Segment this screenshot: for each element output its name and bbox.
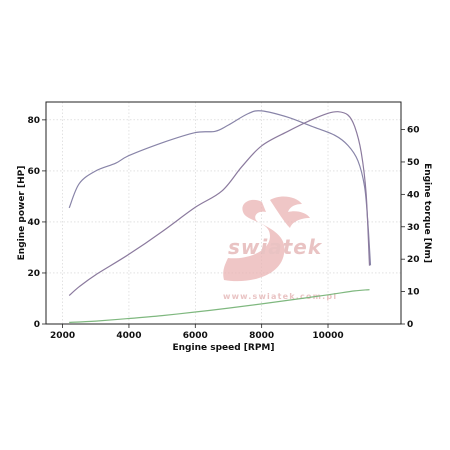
y-left-tick-label: 60 bbox=[27, 167, 40, 177]
x-tick-label: 6000 bbox=[183, 331, 208, 341]
y-left-tick-label: 0 bbox=[34, 320, 40, 330]
y-axis-left-label: Engine power [HP] bbox=[17, 166, 27, 261]
x-tick-label: 4000 bbox=[116, 331, 141, 341]
y-right-tick-label: 10 bbox=[407, 288, 420, 298]
watermark-brand: swiatek bbox=[228, 235, 323, 259]
watermark-url: www.swiatek.com.pl bbox=[223, 292, 337, 301]
series-line-2 bbox=[68, 111, 371, 296]
series-line-1 bbox=[68, 110, 372, 266]
y-right-tick-label: 30 bbox=[407, 223, 420, 233]
watermark-logo: swiatek www.swiatek.com.pl bbox=[223, 196, 337, 301]
x-tick-label: 2000 bbox=[50, 331, 75, 341]
y-right-tick-label: 20 bbox=[407, 255, 420, 265]
x-tick-label: 10000 bbox=[312, 331, 343, 341]
series-line-3 bbox=[69, 289, 370, 323]
y-left-tick-label: 80 bbox=[27, 116, 40, 126]
x-axis-label: Engine speed [RPM] bbox=[172, 343, 274, 353]
y-left-tick-label: 20 bbox=[27, 269, 40, 279]
y-right-tick-label: 40 bbox=[407, 190, 420, 200]
plot-frame bbox=[45, 101, 402, 325]
y-right-tick-label: 60 bbox=[407, 126, 420, 136]
y-right-tick-label: 0 bbox=[407, 320, 413, 330]
grid-lines bbox=[46, 102, 401, 324]
y-left-tick-label: 40 bbox=[27, 218, 40, 228]
y-right-tick-label: 50 bbox=[407, 158, 420, 168]
y-axis-right-label: Engine torque [Nm] bbox=[422, 163, 432, 263]
watermark-splash bbox=[270, 196, 310, 228]
watermark-s-emblem bbox=[223, 199, 285, 282]
series-layer bbox=[68, 110, 372, 323]
tick-layer: 2000 4000 6000 8000 10000 0 20 40 60 80 0 10 20 30 40 5… bbox=[27, 116, 419, 341]
x-tick-label: 8000 bbox=[249, 331, 274, 341]
